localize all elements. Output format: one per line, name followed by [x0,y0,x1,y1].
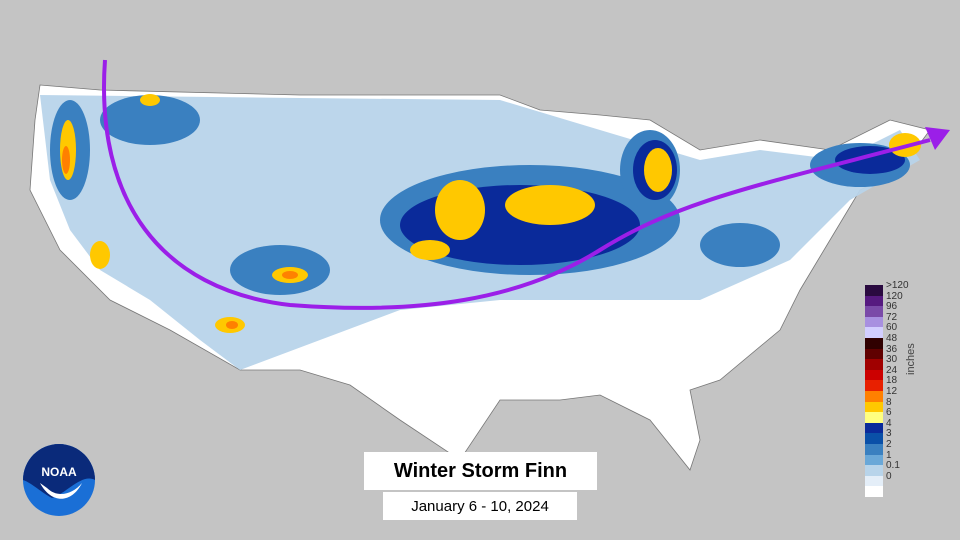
arrow-head [925,127,950,150]
legend-swatch [865,486,883,497]
legend-label: 36 [886,343,898,355]
legend-swatch [865,337,883,349]
legend-label: 2 [886,439,892,450]
legend: >120 120 96 72 60 48 36 30 24 18 12 8 6 4 3 2 1 0.1 0 [865,281,909,497]
map-subtitle: January 6 - 10, 2024 [383,492,577,520]
legend-swatch [865,327,883,338]
legend-label: 30 [886,354,898,366]
legend-swatch [865,348,883,360]
legend-swatch [865,454,883,466]
legend-label: 48 [886,333,898,344]
legend-swatch [865,380,883,391]
legend-swatch [865,443,883,455]
legend-label: 120 [886,290,903,302]
legend-label: >120 [886,280,909,291]
legend-swatch [865,316,883,328]
legend-label: 24 [886,364,898,376]
legend-label: 0.1 [886,460,900,472]
legend-label: 60 [886,322,898,334]
legend-unit: inches [905,343,917,375]
legend-swatch [865,433,883,444]
legend-label: 8 [886,396,892,408]
legend-swatch [865,369,883,381]
legend-label: 6 [886,407,892,419]
storm-track-arrow [102,59,931,310]
legend-label: 18 [886,375,898,387]
legend-swatch [865,359,883,370]
legend-label: 72 [886,311,898,323]
legend-swatch [865,422,883,434]
legend-swatch [865,306,883,317]
legend-swatch [865,285,883,296]
legend-swatch [865,475,883,487]
legend-label: 96 [886,301,898,313]
legend-label: 3 [886,428,892,440]
legend-swatch [865,390,883,402]
legend-label: 0 [886,470,892,482]
legend-swatch [865,295,883,307]
snowfall-orange [62,146,298,329]
legend-swatch [865,401,883,413]
legend-label: 1 [886,449,892,461]
legend-swatch [865,465,883,476]
legend-label: 4 [886,417,892,429]
legend-label: 12 [886,386,898,397]
legend-swatch [865,412,883,423]
svg-text:NOAA: NOAA [41,465,77,479]
noaa-logo: NOAA [23,444,95,516]
map-title: Winter Storm Finn [364,452,597,490]
